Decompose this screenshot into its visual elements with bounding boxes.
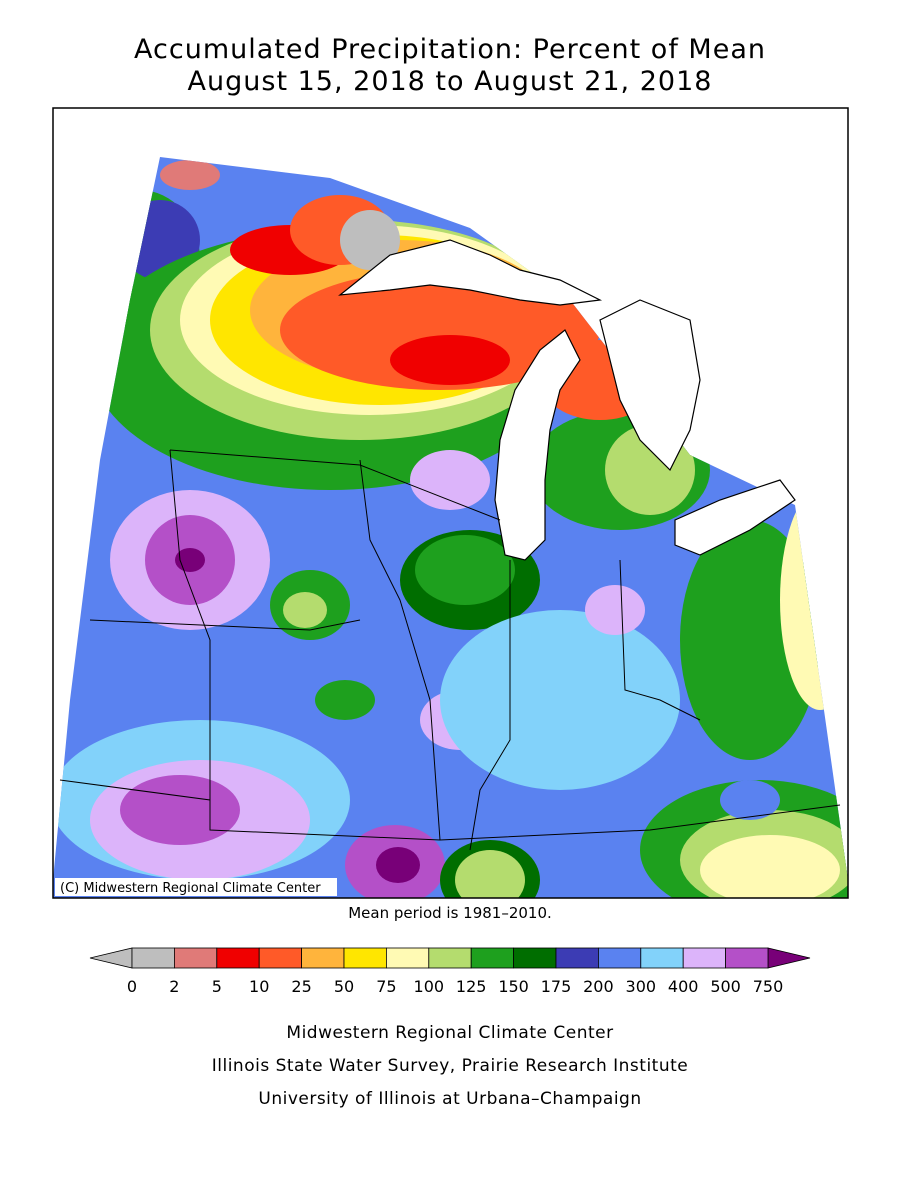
legend-under-arrow: [89, 947, 133, 969]
copyright-box: [55, 878, 337, 896]
legend-swatch: [301, 947, 345, 969]
footnote: Mean period is 1981–2010.: [348, 904, 552, 922]
legend-swatch: [343, 947, 387, 969]
legend-tick-label: 10: [249, 977, 269, 996]
legend-swatch: [513, 947, 557, 969]
map: (C) Midwestern Regional Climate Center: [52, 107, 849, 899]
legend: 0 2 5 10 25 50 75 100 125 150 175 200 300 400 500 750: [89, 947, 811, 996]
legend-tick-label: 50: [334, 977, 354, 996]
legend-swatch: [216, 947, 260, 969]
legend-swatch: [131, 947, 175, 969]
copyright: (C) Midwestern Regional Climate Center: [60, 881, 321, 896]
legend-tick-label: 150: [498, 977, 529, 996]
legend-tick-label: 100: [414, 977, 445, 996]
legend-tick-label: 200: [583, 977, 614, 996]
legend-swatch: [470, 947, 515, 969]
title-line-2: August 15, 2018 to August 21, 2018: [188, 66, 713, 97]
legend-tick-label: 300: [626, 977, 657, 996]
legend-swatch: [555, 947, 599, 969]
legend-tick-label: 400: [668, 977, 699, 996]
legend-tick-label: 500: [710, 977, 741, 996]
legend-tick-label: 5: [212, 977, 222, 996]
legend-swatch: [725, 947, 769, 969]
legend-tick-label: 125: [456, 977, 487, 996]
legend-tick-label: 25: [291, 977, 311, 996]
legend-tick-label: 750: [753, 977, 784, 996]
legend-tick-label: 75: [376, 977, 396, 996]
legend-swatch: [385, 947, 430, 969]
credit-line-1: Midwestern Regional Climate Center: [286, 1023, 613, 1043]
legend-tick-label: 175: [541, 977, 572, 996]
legend-tick-label: 0: [127, 977, 137, 996]
credit-line-2: Illinois State Water Survey, Prairie Res…: [212, 1056, 688, 1076]
legend-swatch: [173, 947, 218, 969]
legend-over-arrow: [767, 947, 811, 969]
map-frame: [52, 107, 849, 899]
credit-line-3: University of Illinois at Urbana–Champai…: [258, 1089, 641, 1109]
title-line-1: Accumulated Precipitation: Percent of Me…: [134, 34, 766, 65]
lakes: [338, 239, 796, 561]
legend-swatch: [682, 947, 727, 969]
legend-tick-label: 2: [169, 977, 179, 996]
legend-swatch: [640, 947, 684, 969]
legend-swatch: [598, 947, 642, 969]
legend-swatch: [258, 947, 303, 969]
legend-swatch: [428, 947, 472, 969]
borders: [59, 449, 841, 851]
